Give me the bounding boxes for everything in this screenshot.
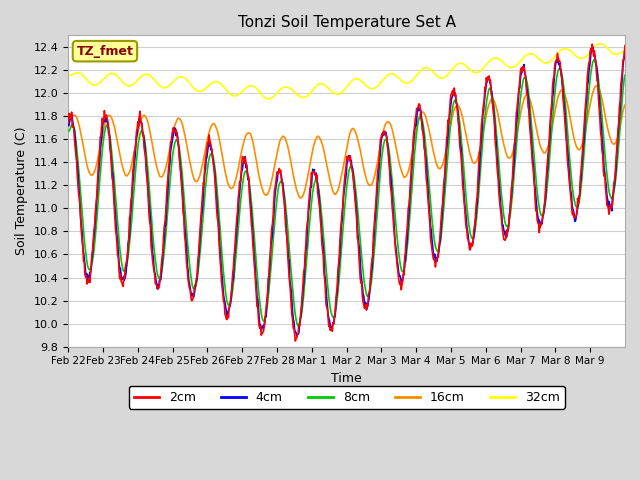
Text: TZ_fmet: TZ_fmet <box>77 45 133 58</box>
Title: Tonzi Soil Temperature Set A: Tonzi Soil Temperature Set A <box>237 15 456 30</box>
Y-axis label: Soil Temperature (C): Soil Temperature (C) <box>15 127 28 255</box>
Legend: 2cm, 4cm, 8cm, 16cm, 32cm: 2cm, 4cm, 8cm, 16cm, 32cm <box>129 386 564 409</box>
X-axis label: Time: Time <box>332 372 362 385</box>
